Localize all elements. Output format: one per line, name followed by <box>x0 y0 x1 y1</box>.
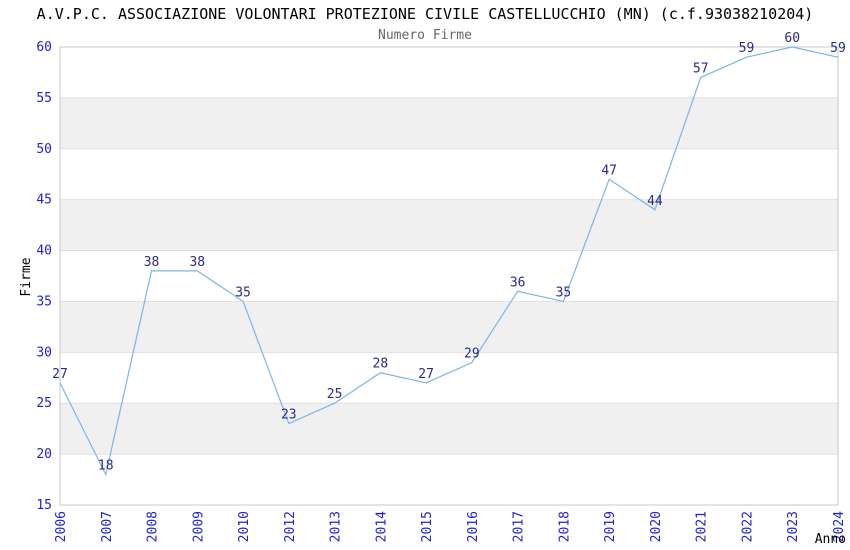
x-axis-tick-label: 2023 <box>786 511 801 542</box>
data-point-label: 59 <box>830 41 846 56</box>
data-point-label: 60 <box>784 31 800 46</box>
x-axis-tick-label: 2013 <box>329 511 344 542</box>
data-point-label: 36 <box>510 275 526 290</box>
data-point-label: 27 <box>52 367 68 382</box>
x-axis-title: Anno <box>815 532 846 547</box>
x-axis-tick-label: 2009 <box>191 511 206 542</box>
y-axis-tick-label: 60 <box>36 40 52 55</box>
plot-band <box>60 199 838 251</box>
chart-subtitle: Numero Firme <box>378 28 472 43</box>
data-point-label: 47 <box>601 163 617 178</box>
series-line <box>59 46 839 477</box>
data-point-label: 18 <box>98 458 114 473</box>
data-point-label: 38 <box>144 255 160 270</box>
y-axis-tick-label: 25 <box>36 396 52 411</box>
x-axis-tick-label: 2020 <box>649 511 664 542</box>
y-axis-tick-label: 50 <box>36 142 52 157</box>
data-point-label: 44 <box>647 194 663 209</box>
plot-bands <box>60 97 838 455</box>
x-axis-tick-label: 2006 <box>54 511 69 542</box>
data-point-label: 57 <box>693 62 709 77</box>
gridlines <box>60 97 838 455</box>
x-axis-tick-label: 2014 <box>374 511 389 542</box>
x-axis-tick-label: 2008 <box>146 511 161 542</box>
data-point-label: 35 <box>556 285 572 300</box>
y-axis-tick-labels: 15 20 25 30 35 40 45 50 55 60 <box>36 40 52 513</box>
x-axis-tick-label: 2007 <box>100 511 115 542</box>
data-point-label: 35 <box>235 285 251 300</box>
y-axis-tick-label: 35 <box>36 294 52 309</box>
x-axis-tick-label: 2022 <box>740 511 755 542</box>
plot-band <box>60 301 838 353</box>
x-axis-tick-label: 2015 <box>420 511 435 542</box>
x-axis-tick-label: 2018 <box>557 511 572 542</box>
data-point-label: 29 <box>464 347 480 362</box>
y-axis-title: Firme <box>19 257 34 296</box>
x-axis-tick-label: 2021 <box>695 511 710 542</box>
x-axis-tick-label: 2010 <box>237 511 252 542</box>
y-axis-tick-label: 30 <box>36 345 52 360</box>
data-point-label: 27 <box>418 367 434 382</box>
x-axis-tick-label: 2012 <box>283 511 298 542</box>
y-axis-tick-label: 20 <box>36 447 52 462</box>
x-axis-tick-label: 2024 <box>832 511 847 542</box>
data-point-label: 23 <box>281 408 297 423</box>
x-axis-tick-label: 2016 <box>466 511 481 542</box>
data-point-label: 28 <box>373 357 389 372</box>
x-axis-tick-label: 2019 <box>603 511 618 542</box>
data-point-label: 25 <box>327 387 343 402</box>
chart-title: A.V.P.C. ASSOCIAZIONE VOLONTARI PROTEZIO… <box>37 5 814 23</box>
series-line-layer <box>59 46 839 477</box>
data-point-label: 59 <box>739 41 755 56</box>
y-axis-tick-label: 15 <box>36 498 52 513</box>
plot-band <box>60 97 838 149</box>
y-axis-tick-label: 55 <box>36 91 52 106</box>
data-point-labels: 27 18 38 38 35 23 25 28 27 29 36 35 47 44 57 59 60 59 <box>52 31 846 473</box>
plot-band <box>60 403 838 455</box>
data-point-label: 38 <box>189 255 205 270</box>
plot-border <box>59 46 839 506</box>
y-axis-tick-label: 40 <box>36 244 52 259</box>
x-axis-tick-labels: 2006 2007 2008 2009 2010 2012 2013 2014 2015 2016… <box>54 511 847 542</box>
y-axis-tick-label: 45 <box>36 193 52 208</box>
x-axis-tick-label: 2017 <box>512 511 527 542</box>
